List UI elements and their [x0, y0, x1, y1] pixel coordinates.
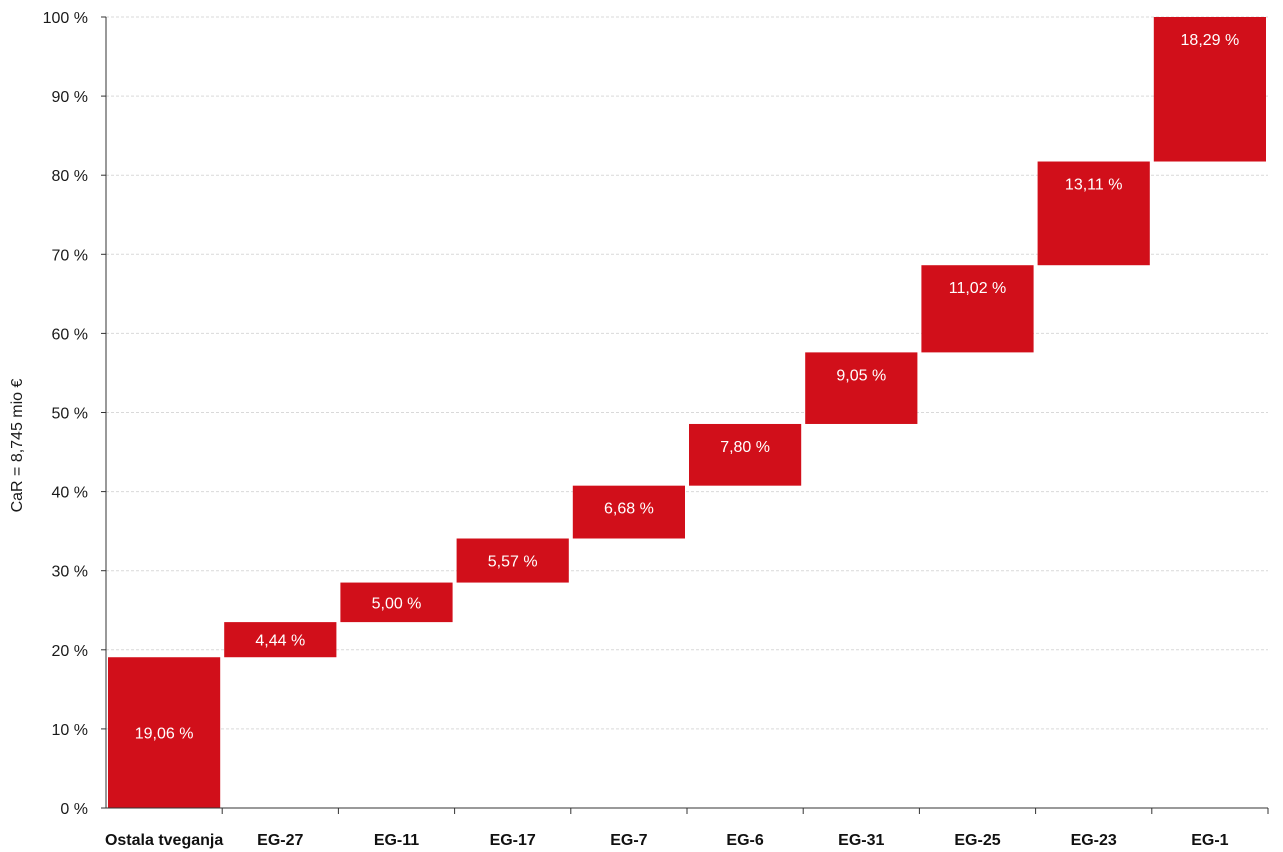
y-tick-label: 20 %	[52, 643, 88, 660]
y-tick-label: 70 %	[52, 247, 88, 264]
bar-eg-6	[689, 423, 802, 486]
bar-eg-7	[572, 485, 685, 539]
bar-value-label: 5,57 %	[488, 554, 538, 571]
y-tick-label: 0 %	[60, 801, 88, 818]
x-category-label: EG-17	[490, 832, 536, 849]
y-tick-label: 90 %	[52, 89, 88, 106]
bar-eg-31	[805, 352, 918, 424]
tick-labels: 0 % 10 % 20 % 30 % 40 % 50 % 60 % 70 % 80 % 90 % 1…	[43, 10, 1269, 849]
bar-value-label: 6,68 %	[604, 501, 654, 518]
x-category-label: EG-11	[374, 832, 419, 849]
bars: 19,06 % 4,44 % 5,00 % 5,57 % 6,68 % 7,80 % 9,0…	[108, 17, 1266, 808]
bar-value-label: 5,00 %	[372, 595, 422, 612]
x-category-label: EG-7	[610, 832, 647, 849]
x-category-label: EG-23	[1071, 832, 1117, 849]
bar-value-label: 7,80 %	[720, 439, 770, 456]
bar-value-label: 13,11 %	[1065, 177, 1123, 194]
x-category-label: EG-31	[838, 832, 884, 849]
bar-eg-25	[921, 265, 1034, 353]
x-category-label: EG-6	[726, 832, 763, 849]
y-tick-label: 100 %	[43, 10, 88, 27]
bar-eg-17	[456, 538, 569, 583]
x-category-label: EG-27	[257, 832, 303, 849]
y-tick-label: 50 %	[52, 406, 88, 423]
bar-eg-23	[1037, 161, 1150, 266]
y-tick-label: 80 %	[52, 168, 88, 185]
gridlines	[106, 16, 1268, 730]
x-category-label: Ostala tveganja	[105, 832, 223, 849]
y-tick-label: 40 %	[52, 485, 88, 502]
bar-value-label: 18,29 %	[1181, 32, 1240, 49]
bar-eg-11	[340, 582, 453, 623]
bar-ostala-tveganja	[108, 657, 221, 808]
bar-eg-27	[224, 622, 337, 658]
bar-value-label: 19,06 %	[135, 726, 194, 743]
bar-value-label: 4,44 %	[255, 633, 305, 650]
bar-value-label: 11,02 %	[949, 280, 1007, 297]
y-tick-label: 60 %	[52, 326, 88, 343]
bar-value-label: 9,05 %	[836, 367, 886, 384]
x-category-label: EG-1	[1191, 832, 1228, 849]
y-axis-title: CaR = 8,745 mio €	[9, 378, 26, 512]
y-tick-label: 10 %	[52, 722, 88, 739]
x-category-label: EG-25	[954, 832, 1000, 849]
bar-eg-1	[1153, 17, 1266, 162]
y-tick-label: 30 %	[52, 564, 88, 581]
